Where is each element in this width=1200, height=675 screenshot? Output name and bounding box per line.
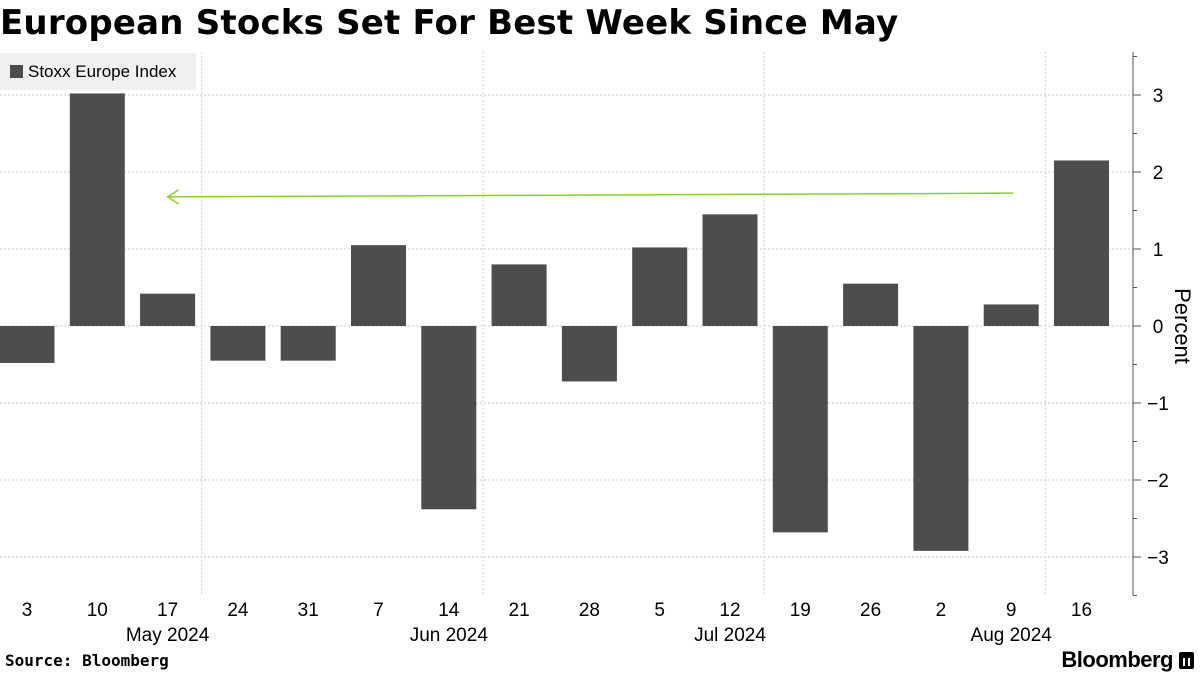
bar xyxy=(421,326,477,510)
bar xyxy=(69,93,125,327)
x-tick-label: 19 xyxy=(790,600,811,621)
y-tick-label: 3 xyxy=(1153,86,1164,107)
x-tick-label: 21 xyxy=(509,600,530,621)
chart-title: European Stocks Set For Best Week Since … xyxy=(0,3,899,43)
bar xyxy=(280,326,336,361)
y-axis-title: Percent xyxy=(1170,288,1195,364)
bar xyxy=(702,214,758,326)
y-tick-label: −3 xyxy=(1147,548,1169,569)
y-axis: 3 2 1 0 −1 −2 −3 Percent xyxy=(1132,52,1195,596)
x-tick-label: 14 xyxy=(438,600,460,621)
x-tick-label: 7 xyxy=(373,600,384,621)
bar xyxy=(210,326,266,361)
bar xyxy=(913,326,969,551)
x-tick-label: 5 xyxy=(654,600,665,621)
bar xyxy=(843,283,899,326)
annotation-arrow xyxy=(166,189,1014,205)
bar xyxy=(632,247,688,326)
y-tick-label: 0 xyxy=(1153,317,1164,338)
x-tick-label: 16 xyxy=(1071,600,1092,621)
bar xyxy=(1054,160,1109,326)
x-month-label: Jul 2024 xyxy=(694,625,766,646)
bar xyxy=(983,304,1039,326)
x-month-label: Jun 2024 xyxy=(410,625,489,646)
x-month-label: May 2024 xyxy=(126,625,210,646)
x-month-label: Aug 2024 xyxy=(971,625,1053,646)
source-note: Source: Bloomberg xyxy=(5,651,169,670)
x-tick-label: 17 xyxy=(157,600,178,621)
bar xyxy=(772,326,828,533)
x-tick-label: 12 xyxy=(719,600,740,621)
bloomberg-logo: Bloomberg xyxy=(1061,647,1194,673)
brand-name: Bloomberg xyxy=(1061,647,1173,672)
legend-swatch xyxy=(10,65,23,78)
x-tick-label: 2 xyxy=(936,600,947,621)
x-tick-label: 10 xyxy=(87,600,108,621)
x-tick-label: 3 xyxy=(22,600,33,621)
x-tick-label: 9 xyxy=(1006,600,1017,621)
y-tick-label: 2 xyxy=(1153,163,1164,184)
bar xyxy=(561,326,617,382)
y-tick-label: 1 xyxy=(1153,240,1164,261)
bars xyxy=(0,93,1109,551)
bar xyxy=(491,264,547,326)
arrow-shaft xyxy=(167,192,1014,198)
x-tick-label: 24 xyxy=(227,600,249,621)
bar xyxy=(351,245,406,326)
bar xyxy=(140,293,196,326)
bar xyxy=(0,326,55,363)
x-tick-label: 26 xyxy=(860,600,881,621)
x-axis-labels: 3 10 17 24 31 7 14 21 28 5 12 19 26 2 9 16 May 2024 Jun 2… xyxy=(22,600,1092,646)
legend: Stoxx Europe Index xyxy=(0,53,196,90)
bloomberg-mark-icon xyxy=(1179,651,1194,669)
y-tick-label: −2 xyxy=(1147,471,1169,492)
y-tick-label: −1 xyxy=(1147,394,1169,415)
legend-label: Stoxx Europe Index xyxy=(28,61,177,81)
arrow-head xyxy=(166,189,180,205)
x-tick-label: 28 xyxy=(579,600,600,621)
x-tick-label: 31 xyxy=(298,600,319,621)
